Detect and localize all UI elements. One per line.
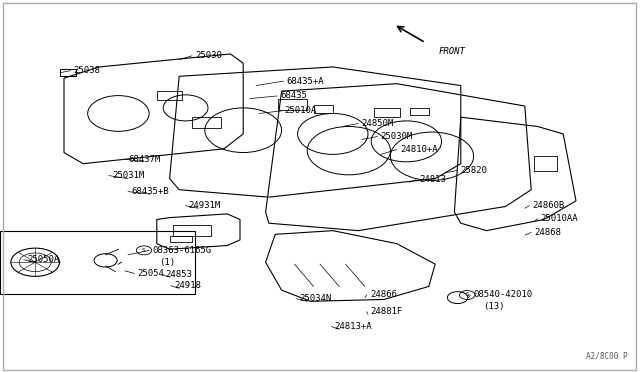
- Text: 24868: 24868: [534, 228, 561, 237]
- Text: S: S: [465, 292, 469, 298]
- Text: 24813+A: 24813+A: [335, 322, 372, 331]
- Text: 24850M: 24850M: [362, 119, 394, 128]
- Bar: [170, 236, 192, 242]
- Text: (13): (13): [483, 302, 505, 311]
- Text: 25030M: 25030M: [381, 132, 413, 141]
- Text: FRONT: FRONT: [438, 46, 465, 55]
- Text: 24813: 24813: [419, 175, 446, 184]
- Bar: [314, 105, 333, 113]
- Bar: [534, 156, 557, 171]
- Text: 25050A: 25050A: [27, 255, 59, 264]
- Text: 25030: 25030: [195, 51, 222, 60]
- Bar: [192, 117, 221, 128]
- Text: (1): (1): [159, 258, 175, 267]
- Bar: [278, 99, 307, 110]
- Bar: [374, 108, 400, 117]
- Text: 68435+B: 68435+B: [131, 187, 169, 196]
- Bar: [60, 69, 76, 76]
- Text: 24881F: 24881F: [370, 307, 402, 316]
- Text: 68435+A: 68435+A: [287, 77, 324, 86]
- Text: 24810+A: 24810+A: [400, 145, 438, 154]
- Text: 24918: 24918: [174, 281, 201, 290]
- Bar: [173, 225, 211, 236]
- Bar: [410, 108, 429, 115]
- Text: 25010A: 25010A: [285, 106, 317, 115]
- Text: 24853: 24853: [165, 270, 192, 279]
- Text: A2/8C00 P: A2/8C00 P: [586, 352, 627, 361]
- Text: 25054: 25054: [138, 269, 164, 278]
- Text: 25034N: 25034N: [300, 294, 332, 303]
- Text: 25038: 25038: [74, 66, 100, 75]
- Bar: [157, 91, 182, 100]
- Text: 08540-42010: 08540-42010: [474, 291, 532, 299]
- Text: 24860B: 24860B: [532, 201, 564, 210]
- Text: 68435: 68435: [280, 92, 307, 100]
- FancyBboxPatch shape: [0, 231, 195, 294]
- Text: S: S: [142, 248, 146, 253]
- Text: 25031M: 25031M: [112, 171, 144, 180]
- Text: 08363-6165G: 08363-6165G: [152, 246, 211, 255]
- Text: 68437M: 68437M: [128, 155, 160, 164]
- Text: 24931M: 24931M: [189, 201, 221, 210]
- Text: 24866: 24866: [370, 291, 397, 299]
- Text: 25010AA: 25010AA: [541, 214, 579, 223]
- Text: 25820: 25820: [461, 166, 488, 175]
